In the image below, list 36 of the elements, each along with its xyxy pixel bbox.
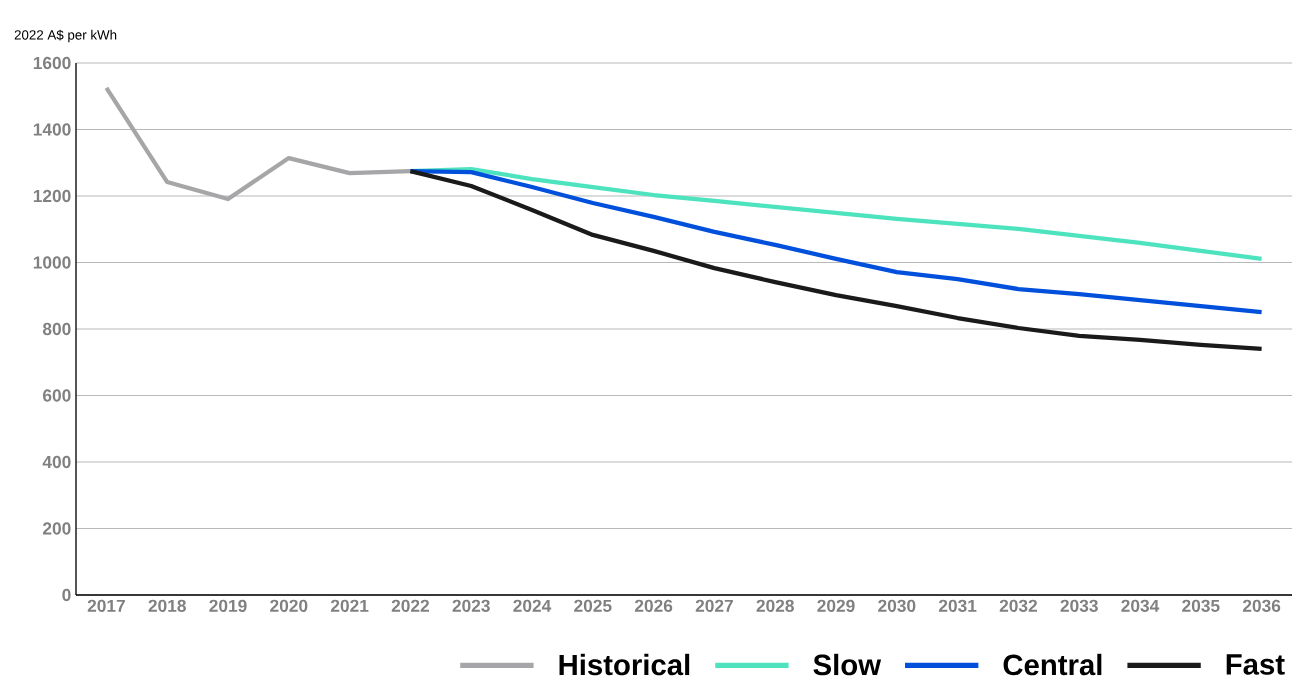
- x-tick-label: 2032: [999, 599, 1037, 612]
- x-tick-label: 2028: [756, 599, 794, 612]
- line-series: [104, 85, 413, 202]
- legend-label: Central: [1003, 653, 1102, 676]
- x-tick-label: 2022: [391, 599, 429, 612]
- x-tick-label: 2018: [148, 599, 186, 612]
- y-tick-label: 0: [62, 588, 71, 602]
- line-series: [408, 168, 1264, 352]
- y-tick-label: 1000: [33, 256, 71, 269]
- legend-label: Slow: [813, 653, 882, 676]
- x-tick-label: 2021: [330, 599, 369, 612]
- y-tick-label: 200: [42, 522, 71, 535]
- x-tick-label: 2017: [87, 599, 125, 612]
- y-tick-label: 400: [42, 455, 71, 469]
- x-tick-label: 2036: [1242, 599, 1281, 612]
- x-tick-label: 2024: [513, 599, 552, 612]
- x-tick-label: 2025: [574, 599, 612, 612]
- y-tick-label: 1400: [33, 123, 71, 136]
- x-tick-label: 2029: [817, 599, 855, 612]
- x-tick-label: 2035: [1182, 599, 1220, 612]
- y-tick-label: 1600: [33, 56, 71, 70]
- x-tick-label: 2030: [878, 599, 916, 612]
- x-tick-label: 2020: [270, 599, 308, 612]
- x-tick-label: 2033: [1060, 599, 1098, 612]
- y-tick-label: 800: [42, 322, 71, 336]
- x-tick-label: 2026: [634, 599, 673, 612]
- y-tick-label: 600: [43, 389, 71, 402]
- x-tick-label: 2034: [1121, 599, 1160, 612]
- x-tick-label: 2027: [695, 599, 733, 612]
- legend-label: Historical: [559, 653, 690, 676]
- x-tick-label: 2023: [452, 599, 490, 612]
- x-tick-label: 2019: [209, 599, 247, 612]
- x-tick-label: 2031: [938, 599, 977, 612]
- y-axis-title: 2022 A$ per kWh: [14, 29, 117, 43]
- legend-label: Fast: [1226, 654, 1285, 675]
- y-tick-label: 1200: [33, 189, 71, 203]
